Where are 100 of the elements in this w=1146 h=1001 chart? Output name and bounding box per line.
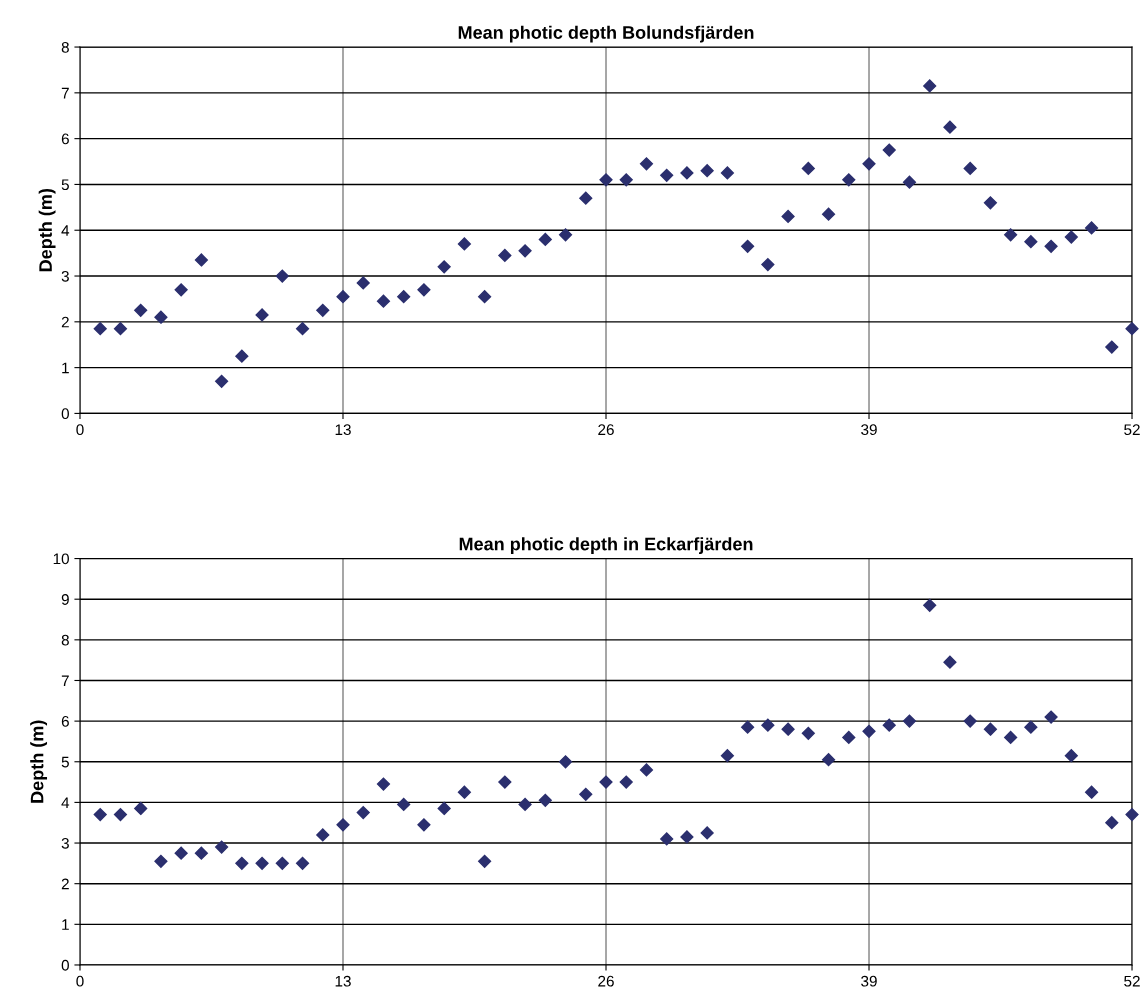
point (700, 164, 714, 178)
point (963, 714, 977, 728)
point (376, 294, 391, 308)
point (720, 749, 734, 763)
point (235, 349, 249, 363)
point (1125, 322, 1139, 336)
y-tick-label: 1 (62, 362, 69, 374)
point (437, 801, 451, 816)
point (963, 161, 977, 175)
point (538, 793, 552, 807)
point (619, 775, 633, 789)
point (417, 818, 431, 832)
point (639, 157, 654, 171)
point (336, 290, 350, 304)
point (518, 797, 532, 812)
point (821, 207, 836, 221)
y-tick-label: 3 (61, 837, 69, 849)
point (134, 801, 148, 816)
point (741, 720, 755, 734)
point (215, 374, 229, 388)
point (518, 244, 532, 258)
y-tick-label: 7 (61, 675, 69, 687)
point (1084, 785, 1099, 799)
point (842, 173, 856, 187)
y-tick-label: 1 (62, 919, 69, 930)
x-tick-label: 0 (76, 424, 84, 436)
point (1064, 230, 1078, 244)
point (174, 283, 188, 297)
point (295, 856, 310, 870)
y-tick-label: 2 (61, 878, 69, 890)
point (599, 775, 613, 789)
point (215, 840, 229, 854)
point (457, 237, 471, 251)
point (842, 730, 856, 744)
point (599, 173, 613, 187)
point (113, 808, 128, 822)
point (134, 303, 148, 317)
point (680, 166, 694, 180)
point (579, 191, 593, 205)
chart-title: Mean photic depth in Eckarfjärden (459, 537, 753, 554)
x-tick-label: 26 (598, 424, 614, 436)
point (235, 856, 249, 870)
point (862, 724, 876, 738)
point (498, 248, 512, 263)
point (781, 722, 795, 736)
point (720, 166, 734, 180)
y-tick-label: 4 (61, 225, 70, 236)
point (781, 209, 795, 224)
point (902, 175, 917, 189)
y-tick-label: 7 (61, 87, 69, 99)
point (882, 718, 896, 732)
y-tick-label: 9 (61, 594, 69, 605)
y-tick-label: 4 (61, 797, 70, 808)
point (457, 785, 471, 799)
y-axis-title: Depth (m) (30, 720, 48, 803)
point (801, 161, 815, 175)
point (538, 232, 552, 246)
point (943, 120, 957, 134)
point (761, 257, 775, 272)
y-tick-label: 6 (61, 715, 69, 727)
point (660, 168, 674, 182)
y-tick-label: 5 (61, 756, 69, 768)
chart-title: Mean photic depth Bolundsfjärden (458, 25, 754, 43)
x-tick-label: 13 (335, 424, 351, 436)
point (923, 79, 937, 93)
point (194, 846, 208, 860)
point (639, 763, 654, 777)
point (154, 310, 168, 324)
point (741, 239, 755, 253)
point (923, 598, 937, 612)
point (93, 808, 107, 822)
point (1044, 239, 1058, 253)
point (417, 283, 431, 297)
point (174, 846, 188, 860)
point (1004, 228, 1018, 242)
point (154, 854, 168, 868)
point (397, 290, 411, 304)
point (498, 775, 512, 789)
point (397, 797, 411, 812)
point (983, 196, 997, 210)
y-tick-label: 8 (61, 634, 69, 646)
y-tick-label: 8 (61, 41, 69, 53)
point (113, 322, 128, 336)
point (1064, 749, 1078, 763)
point (194, 253, 208, 267)
x-tick-label: 0 (76, 975, 84, 987)
point (558, 755, 573, 769)
point (316, 303, 330, 317)
point (700, 826, 714, 840)
point (1105, 816, 1119, 830)
point (579, 787, 593, 801)
y-tick-label: 6 (61, 133, 69, 145)
point (255, 308, 269, 322)
point (93, 322, 107, 336)
point (376, 777, 391, 791)
x-tick-label: 13 (335, 975, 351, 987)
point (943, 655, 957, 669)
point (1024, 720, 1038, 734)
x-tick-label: 39 (861, 975, 877, 987)
y-tick-label: 3 (61, 270, 69, 282)
